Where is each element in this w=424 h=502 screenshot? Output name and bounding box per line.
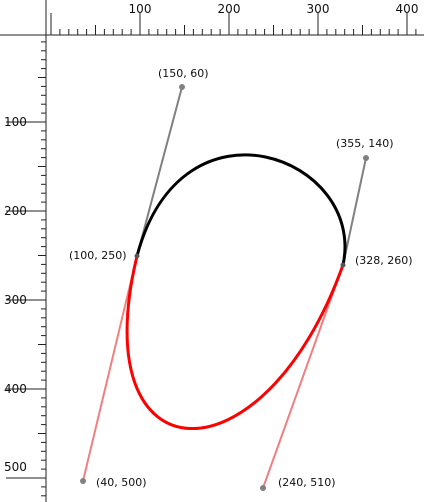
handle-line-bottom-right xyxy=(262,264,344,489)
x-tick-label-100: 100 xyxy=(129,2,152,16)
label-handle-top-left: (150, 60) xyxy=(158,67,209,80)
left-ruler: 100 200 300 400 500 xyxy=(4,0,47,502)
label-handle-bottom-right: (240, 510) xyxy=(278,476,336,489)
y-ruler-ticks xyxy=(6,41,46,497)
y-tick-label-300: 300 xyxy=(4,293,27,307)
top-ruler: 100 200 300 400 xyxy=(0,2,424,36)
handle-line-bottom-left xyxy=(82,255,138,482)
x-tick-label-300: 300 xyxy=(307,2,330,16)
handle-point-bottom-left[interactable] xyxy=(80,478,86,484)
handle-point-top-left[interactable] xyxy=(179,84,185,90)
handle-line-top-right xyxy=(342,157,367,266)
handle-line-top-left xyxy=(136,86,183,257)
label-anchor-left: (100, 250) xyxy=(69,249,127,262)
lower-bezier-path xyxy=(125,255,345,430)
x-tick-label-200: 200 xyxy=(218,2,241,16)
x-tick-label-400: 400 xyxy=(396,2,419,16)
y-tick-label-100: 100 xyxy=(4,115,27,129)
handle-point-bottom-right[interactable] xyxy=(260,485,266,491)
anchor-point-right[interactable] xyxy=(340,262,346,268)
handle-point-top-right[interactable] xyxy=(363,155,369,161)
anchor-point-left[interactable] xyxy=(134,253,140,259)
label-handle-bottom-left: (40, 500) xyxy=(96,476,147,489)
x-ruler-ticks xyxy=(50,13,417,35)
label-handle-top-right: (355, 140) xyxy=(336,137,394,150)
y-tick-label-500: 500 xyxy=(4,460,27,474)
upper-bezier-path xyxy=(135,153,347,266)
y-tick-label-200: 200 xyxy=(4,204,27,218)
label-anchor-right: (328, 260) xyxy=(355,254,413,267)
y-tick-label-400: 400 xyxy=(4,382,27,396)
